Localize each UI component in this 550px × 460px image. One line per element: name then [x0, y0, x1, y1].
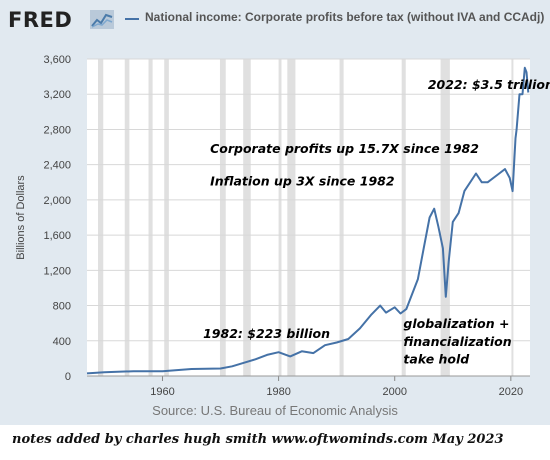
- y-tick-label: 1,200: [43, 265, 71, 277]
- recession-band: [164, 59, 169, 376]
- recession-band: [339, 59, 344, 376]
- y-tick-label: 3,200: [43, 89, 71, 101]
- recession-band: [219, 59, 226, 376]
- recession-band: [278, 59, 282, 376]
- line-chart-icon: [90, 10, 114, 29]
- y-tick-label: 2,400: [43, 160, 71, 172]
- x-tick-label: 1980: [266, 386, 290, 398]
- recession-band: [148, 59, 153, 376]
- x-tick-label: 2000: [382, 386, 406, 398]
- y-tick-label: 2,000: [43, 195, 71, 207]
- y-tick-label: 800: [53, 301, 71, 313]
- recession-band: [124, 59, 130, 376]
- y-axis-label: Billions of Dollars: [15, 175, 27, 260]
- chart-annotation: globalization +: [403, 316, 509, 331]
- recession-band: [401, 59, 406, 376]
- chart-annotation: Corporate profits up 15.7X since 1982: [210, 141, 479, 156]
- legend-series-title: National income: Corporate profits befor…: [145, 10, 545, 24]
- y-tick-label: 400: [53, 336, 71, 348]
- recession-band: [287, 59, 296, 376]
- y-tick-label: 1,600: [43, 230, 71, 242]
- chart-annotation: Inflation up 3X since 1982: [210, 173, 394, 188]
- recession-band: [511, 59, 514, 376]
- source-caption: Source: U.S. Bureau of Economic Analysis: [152, 403, 398, 418]
- legend-swatch: [125, 18, 139, 20]
- chart-annotation: 1982: $223 billion: [203, 326, 330, 341]
- series-line: [86, 66, 530, 375]
- x-tick-label: 1960: [150, 386, 174, 398]
- y-tick-label: 3,600: [43, 54, 71, 66]
- recession-band: [440, 59, 450, 376]
- chart-annotation: take hold: [403, 352, 470, 367]
- y-tick-label: 0: [65, 371, 71, 383]
- chart-annotation: financialization: [403, 334, 511, 349]
- chart-annotation: 2022: $3.5 trillion: [428, 77, 550, 92]
- line-chart: 0 400 800 1,200 1,600 2,000 2,400 2,800 3,200 3,6…: [15, 54, 550, 398]
- fred-logo[interactable]: FRED: [8, 8, 73, 32]
- y-tick-label: 2,800: [43, 124, 71, 136]
- recession-band: [98, 59, 104, 376]
- footnote: notes added by charles hugh smith www.of…: [12, 432, 504, 447]
- x-tick-label: 2020: [499, 386, 523, 398]
- recession-band: [243, 59, 251, 376]
